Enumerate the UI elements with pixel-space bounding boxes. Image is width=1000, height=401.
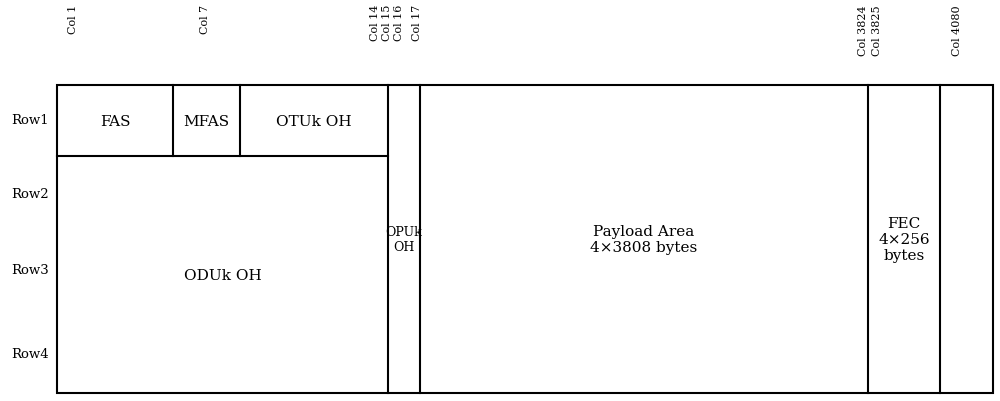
Text: Col 3825: Col 3825 [872,5,882,55]
Text: Row2: Row2 [11,188,49,201]
Text: Payload Area
4×3808 bytes: Payload Area 4×3808 bytes [590,224,698,255]
Bar [57,86,993,393]
Text: Row1: Row1 [11,113,49,126]
Text: ODUk OH: ODUk OH [184,268,261,282]
Text: Col 15: Col 15 [382,5,392,41]
Text: Col 7: Col 7 [200,5,210,34]
Text: FEC
4×256
bytes: FEC 4×256 bytes [878,216,930,263]
Text: OPUk
OH: OPUk OH [386,225,422,253]
Text: Row3: Row3 [11,263,49,276]
Text: Col 14: Col 14 [370,5,380,41]
Text: OTUk OH: OTUk OH [276,114,352,128]
Text: Row4: Row4 [11,348,49,360]
Text: Col 3824: Col 3824 [858,5,868,55]
Text: Col 17: Col 17 [412,5,422,41]
Text: MFAS: MFAS [183,114,230,128]
Text: Col 4080: Col 4080 [952,5,962,55]
Text: Col 1: Col 1 [68,5,78,34]
Text: Col 16: Col 16 [394,5,404,41]
Text: FAS: FAS [100,114,130,128]
